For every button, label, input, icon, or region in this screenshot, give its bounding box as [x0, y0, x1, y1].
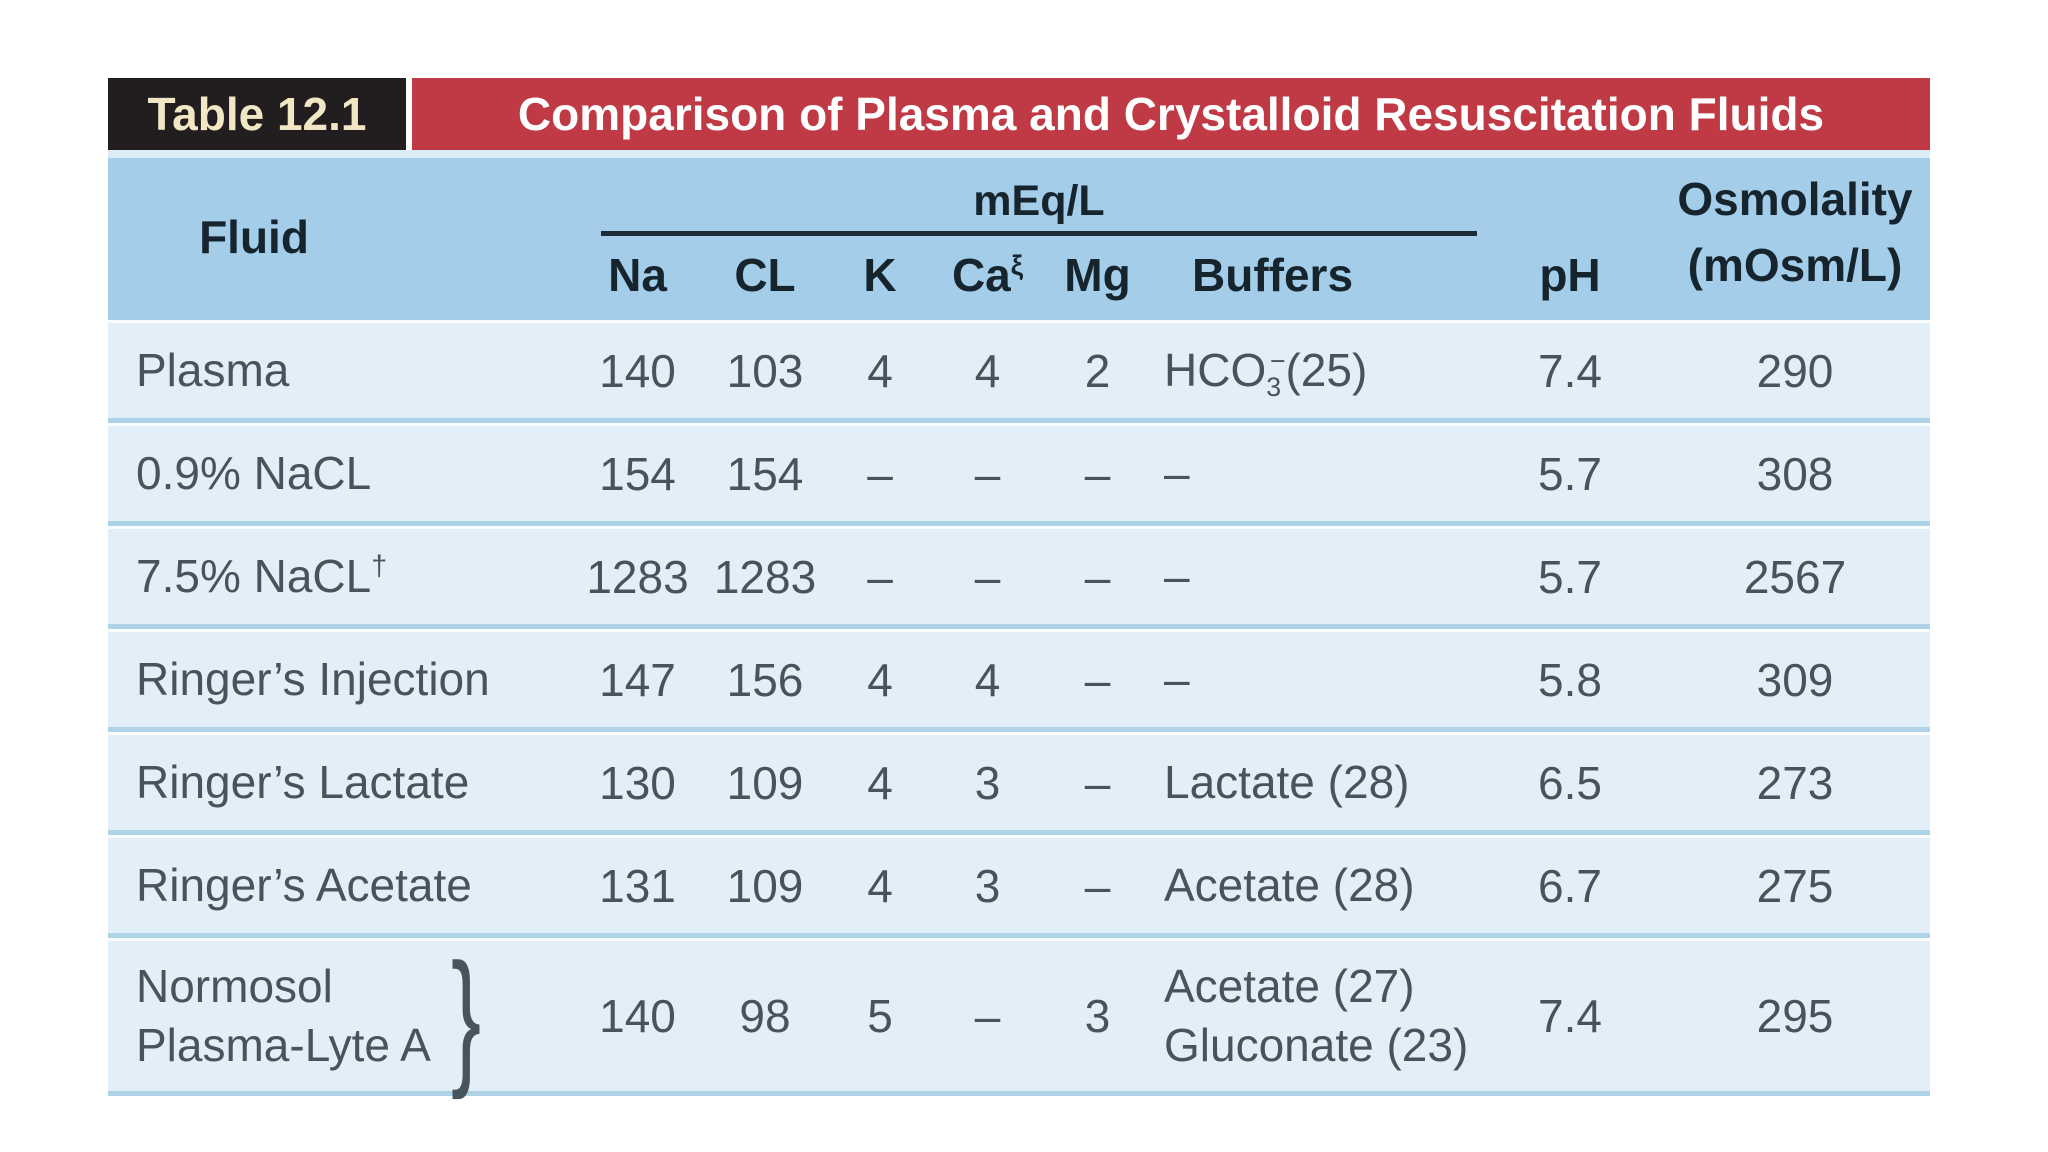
ca-label: Ca: [951, 249, 1011, 301]
table-row: 0.9% NaCL } 154 154 – – – – 5.7 308: [108, 423, 1930, 526]
k-value: 5: [867, 990, 893, 1042]
osmolality-value: 295: [1756, 990, 1834, 1042]
fluid-name: 0.9% NaCL: [136, 447, 372, 500]
na-value: 154: [599, 447, 676, 500]
cl-value: 1283: [713, 550, 817, 603]
k-value: 4: [867, 344, 893, 397]
fluid-name: Plasma: [136, 344, 290, 397]
column-header-osmolality-unit: (mOsm/L): [1687, 239, 1903, 291]
mg-value: 3: [1084, 990, 1111, 1042]
table-row: 7.5% NaCL† } 1283 1283 – – – – 5.7 2567: [108, 526, 1930, 629]
fluid-name: 7.5% NaCL†: [136, 550, 388, 603]
k-value: 4: [867, 653, 893, 706]
table-row: Plasma } 140 103 4 4 2 HCO3−(25) 7.4 290: [108, 320, 1930, 423]
na-value: 140: [599, 344, 676, 397]
table-title-bar: Table 12.1 Comparison of Plasma and Crys…: [108, 78, 1930, 150]
fluid-name: Normosol Plasma-Lyte A: [136, 960, 431, 1071]
column-header-mg: Mg: [1064, 249, 1131, 301]
ca-value: –: [974, 447, 1001, 500]
column-header-osmolality: Osmolality: [1677, 173, 1913, 225]
k-value: 4: [867, 756, 893, 809]
mg-value: –: [1084, 550, 1111, 603]
fluid-name-cell: Ringer’s Injection }: [108, 650, 575, 709]
k-value: –: [867, 550, 893, 603]
k-value: –: [867, 447, 893, 500]
fluid-name-cell: Normosol Plasma-Lyte A }: [108, 932, 575, 1100]
table-number-label: Table 12.1: [108, 78, 406, 150]
na-value: 1283: [586, 550, 689, 603]
ph-value: 5.8: [1538, 653, 1602, 706]
cl-value: 109: [726, 859, 804, 912]
table-title: Comparison of Plasma and Crystalloid Res…: [412, 78, 1930, 150]
ph-value: 6.5: [1538, 756, 1602, 809]
table-row: Ringer’s Injection } 147 156 4 4 – – 5.8…: [108, 629, 1930, 732]
osmolality-value: 275: [1756, 859, 1834, 912]
column-header-fluid: Fluid: [199, 211, 309, 263]
column-group-meql: mEq/L: [601, 177, 1477, 236]
column-header-na: Na: [608, 249, 667, 301]
fluid-name: Ringer’s Injection: [136, 653, 490, 706]
osmolality-value: 290: [1756, 344, 1834, 397]
buffers-value: Lactate (28): [1164, 756, 1410, 809]
osmolality-value: 2567: [1743, 550, 1847, 603]
na-value: 130: [599, 756, 676, 809]
mg-value: –: [1084, 653, 1111, 706]
ph-value: 5.7: [1538, 447, 1602, 500]
ph-value: 7.4: [1538, 990, 1602, 1042]
ca-value: 3: [974, 756, 1001, 809]
ca-value: 4: [974, 653, 1001, 706]
na-value: 140: [599, 990, 676, 1042]
table-row: Ringer’s Acetate } 131 109 4 3 – Acetate…: [108, 835, 1930, 938]
ca-value: –: [974, 990, 1001, 1042]
mg-value: –: [1084, 447, 1111, 500]
column-header-ca: Caξ: [930, 236, 1045, 302]
fluid-name: Ringer’s Acetate: [136, 859, 472, 912]
mg-value: –: [1084, 756, 1111, 809]
ca-value: –: [974, 550, 1001, 603]
na-value: 147: [599, 653, 676, 706]
table-row: Normosol Plasma-Lyte A } 140 98 5 – 3 Ace…: [108, 938, 1930, 1096]
buffers-value: –: [1164, 447, 1190, 500]
mg-value: 2: [1084, 344, 1111, 397]
table-row: Ringer’s Lactate } 130 109 4 3 – Lactate…: [108, 732, 1930, 835]
cl-value: 98: [739, 990, 791, 1042]
table-header-row: Fluid mEq/L Na CL K Caξ Mg Buffers pH Os…: [108, 150, 1930, 320]
buffers-value: Acetate (27) Gluconate (23): [1164, 960, 1469, 1071]
cl-value: 109: [726, 756, 804, 809]
fluid-name-cell: 0.9% NaCL }: [108, 444, 575, 503]
fluid-name-cell: 7.5% NaCL† }: [108, 547, 575, 606]
column-header-buffers: Buffers: [1192, 249, 1354, 301]
osmolality-value: 273: [1756, 756, 1834, 809]
ph-value: 7.4: [1538, 344, 1602, 397]
buffers-value: –: [1164, 653, 1190, 706]
brace-glyph: }: [450, 932, 481, 1100]
na-value: 131: [599, 859, 676, 912]
cl-value: 103: [726, 344, 804, 397]
mg-value: –: [1084, 859, 1111, 912]
buffers-value: Acetate (28): [1164, 859, 1415, 912]
osmolality-value: 309: [1756, 653, 1834, 706]
column-header-ph: pH: [1539, 249, 1601, 301]
fluid-name-cell: Plasma }: [108, 341, 575, 400]
ca-value: 3: [974, 859, 1001, 912]
fluid-name: Ringer’s Lactate: [136, 756, 470, 809]
column-header-k: K: [863, 249, 897, 301]
k-value: 4: [867, 859, 893, 912]
comparison-table: Table 12.1 Comparison of Plasma and Crys…: [108, 78, 1930, 1096]
fluid-name-cell: Ringer’s Lactate }: [108, 753, 575, 812]
buffers-value: –: [1164, 550, 1190, 603]
table-body: Plasma } 140 103 4 4 2 HCO3−(25) 7.4 290…: [108, 320, 1930, 1096]
buffers-value: HCO3−(25): [1164, 344, 1368, 403]
column-header-cl: CL: [734, 249, 796, 301]
fluid-name-cell: Ringer’s Acetate }: [108, 856, 575, 915]
ca-value: 4: [974, 344, 1001, 397]
ph-value: 6.7: [1538, 859, 1602, 912]
cl-value: 156: [726, 653, 804, 706]
osmolality-value: 308: [1756, 447, 1834, 500]
cl-value: 154: [726, 447, 804, 500]
ca-footnote-symbol: ξ: [1010, 249, 1024, 281]
ph-value: 5.7: [1538, 550, 1602, 603]
